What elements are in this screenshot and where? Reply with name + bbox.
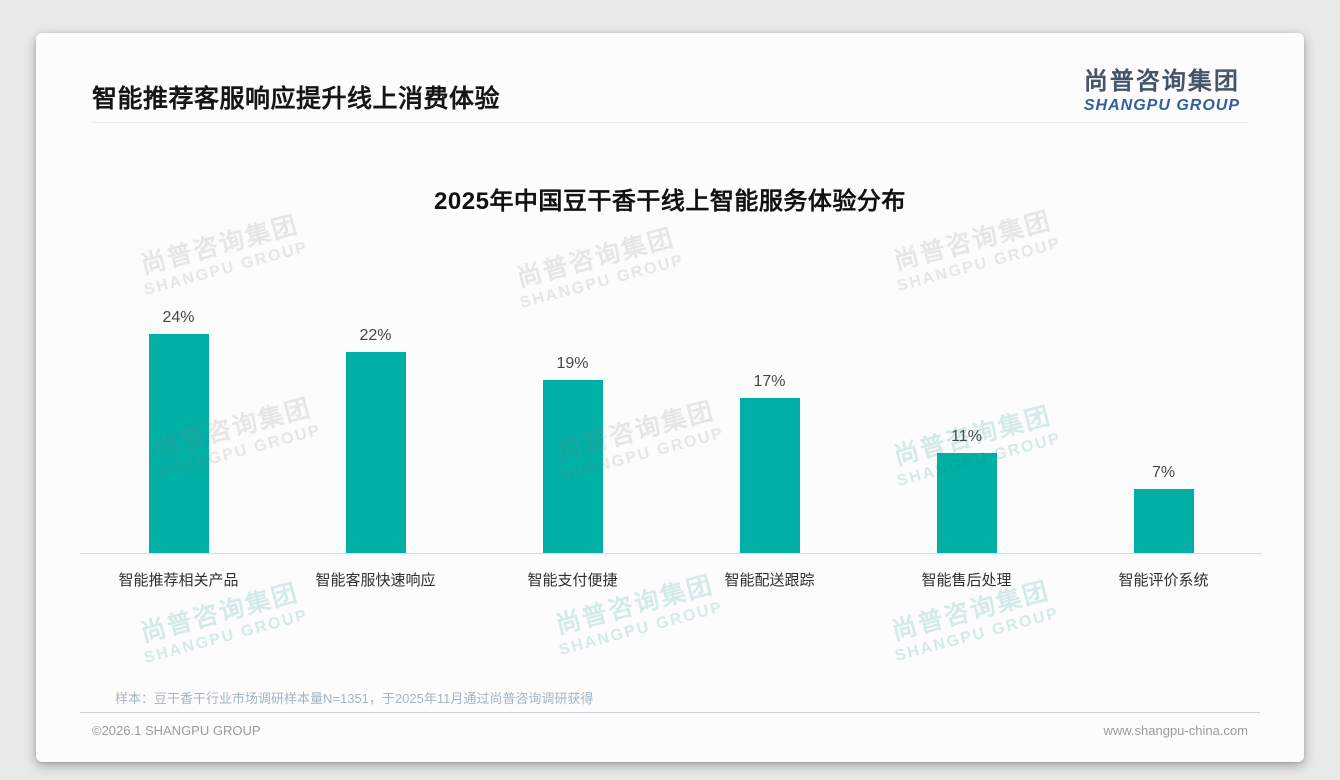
bar-column: 17%: [671, 373, 868, 553]
bar-chart: 24% 22% 19% 17% 11% 7%: [80, 309, 1262, 553]
bar: [936, 453, 997, 553]
footer: ©2026.1 SHANGPU GROUP www.shangpu-china.…: [92, 723, 1248, 738]
category-label: 智能支付便捷: [527, 572, 618, 589]
bar-value-label: 17%: [753, 373, 786, 390]
watermark-en: SHANGPU GROUP: [142, 238, 310, 300]
header-divider: [92, 122, 1248, 123]
watermark-en: SHANGPU GROUP: [893, 604, 1061, 666]
page-title: 智能推荐客服响应提升线上消费体验: [92, 85, 501, 113]
watermark-en: SHANGPU GROUP: [142, 606, 310, 668]
chart-title: 2025年中国豆干香干线上智能服务体验分布: [434, 188, 906, 215]
category-label: 智能售后处理: [921, 572, 1012, 589]
logo-english-name: SHANGPU GROUP: [1083, 97, 1240, 114]
category-label: 智能评价系统: [1118, 572, 1209, 589]
watermark: 尚普咨询集团 SHANGPU GROUP: [509, 217, 686, 313]
x-axis-line: [80, 553, 1262, 554]
copyright-text: ©2026.1 SHANGPU GROUP: [92, 723, 261, 738]
bar-column: 22%: [277, 327, 474, 553]
bar-value-label: 7%: [1151, 464, 1176, 481]
category-labels-row: 智能推荐相关产品 智能客服快速响应 智能支付便捷 智能配送跟踪 智能售后处理 智能评价系统: [80, 569, 1262, 590]
bar-value-label: 24%: [162, 309, 195, 326]
slide-card: 智能推荐客服响应提升线上消费体验 尚普咨询集团 SHANGPU GROUP 尚普…: [36, 33, 1304, 762]
bar: [542, 380, 603, 553]
watermark: 尚普咨询集团 SHANGPU GROUP: [133, 204, 310, 300]
category-label: 智能配送跟踪: [724, 572, 815, 589]
source-note: 样本：豆干香干行业市场调研样本量N=1351，于2025年11月通过尚普咨询调研…: [115, 691, 594, 706]
category-label: 智能客服快速响应: [315, 572, 436, 589]
bar-value-label: 19%: [556, 355, 589, 372]
bar-column: 7%: [1065, 464, 1262, 553]
bar-value-label: 11%: [951, 428, 982, 445]
watermark-en: SHANGPU GROUP: [895, 234, 1063, 296]
bar-value-label: 22%: [359, 327, 392, 344]
category-label: 智能推荐相关产品: [118, 572, 239, 589]
bar-column: 24%: [80, 309, 277, 553]
bar: [739, 398, 800, 553]
bar-column: 11%: [868, 428, 1065, 553]
bar: [148, 334, 209, 553]
bar-column: 19%: [474, 355, 671, 553]
bar: [345, 352, 406, 553]
website-url: www.shangpu-china.com: [1103, 723, 1248, 738]
watermark-en: SHANGPU GROUP: [557, 598, 725, 660]
shangpu-logo: 尚普咨询集团 SHANGPU GROUP: [1084, 61, 1240, 115]
watermark-en: SHANGPU GROUP: [518, 251, 686, 313]
bar: [1133, 489, 1194, 553]
logo-chinese-name: 尚普咨询集团: [1083, 68, 1240, 95]
footer-divider: [80, 712, 1260, 713]
watermark-cn: 尚普咨询集团: [513, 223, 678, 293]
